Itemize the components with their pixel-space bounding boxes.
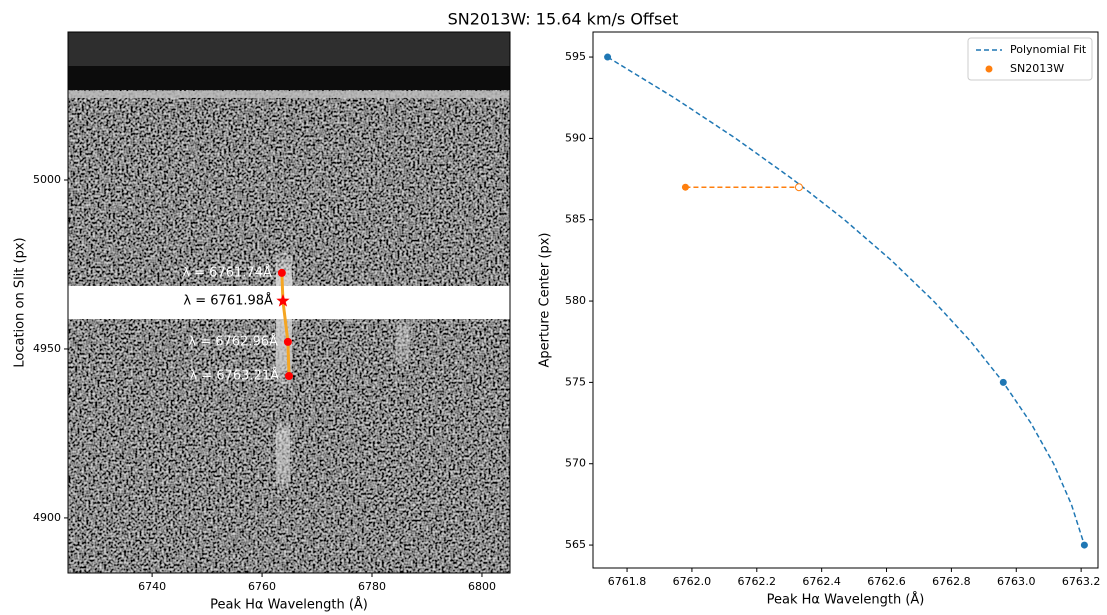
trace-line [280,272,291,377]
fit-point [1080,541,1088,549]
point-marker [285,371,293,380]
x-tick-label: 6762.0 [673,575,712,588]
point-marker [277,268,286,277]
point-marker [283,337,292,346]
axes-frame [592,31,1099,569]
spectrum-image [68,32,510,573]
y-tick-label: 580 [565,294,586,307]
y-tick-label: 590 [565,131,586,144]
y-axis-label: Location on Slit (px) [13,237,28,367]
x-tick-label: 6760 [248,580,276,593]
fit-line [607,56,1086,546]
fit-point [999,378,1007,386]
x-axis-label: Peak Hα Wavelength (Å) [210,597,368,613]
point-label: λ = 6761.98Å [183,292,273,308]
x-tick-label: 6762.4 [802,575,841,588]
axes-frame [67,31,511,574]
image-edge [68,32,510,66]
emission-line [396,320,410,365]
fit-point [604,53,612,61]
x-tick-label: 6780 [358,580,386,593]
x-tick-label: 6740 [138,580,166,593]
point-label: λ = 6761.74Å [182,264,272,280]
y-tick-label: 595 [565,50,586,63]
point-label: λ = 6762.96Å [188,333,278,349]
legend-box [967,37,1093,81]
x-tick-label: 6762.6 [867,575,906,588]
x-tick-label: 6763.2 [1062,575,1101,588]
y-tick-label: 585 [565,213,586,226]
x-tick-label: 6762.8 [932,575,971,588]
y-tick-label: 575 [565,375,586,388]
emission-line [276,420,290,490]
y-tick-label: 570 [565,457,586,470]
y-axis-label: Aperture Center (px) [538,233,553,368]
legend-swatch [985,65,993,73]
x-tick-label: 6762.2 [738,575,777,588]
y-tick-label: 5000 [33,173,61,186]
plots: 6740 6760 6780 6800 4900 4950 5000 Peak Hα Wave… [13,31,1101,613]
sn-point [681,183,689,191]
legend-label: SN2013W [1010,62,1064,75]
figure-title: SN2013W: 15.64 km/s Offset [448,10,679,29]
x-tick-label: 6800 [468,580,496,593]
image-edge [68,66,510,90]
x-axis-label: Peak Hα Wavelength (Å) [767,592,925,608]
y-tick-label: 4950 [33,342,61,355]
y-tick-label: 4900 [33,511,61,524]
y-tick-label: 565 [565,538,586,551]
point-label: λ = 6763.21Å [189,367,279,383]
continuum-band [68,286,510,319]
legend-label: Polynomial Fit [1010,43,1087,56]
offset-end [794,183,803,192]
x-tick-label: 6761.8 [608,575,647,588]
star-marker [276,294,290,307]
image-edge [68,91,510,98]
x-tick-label: 6763.0 [997,575,1036,588]
